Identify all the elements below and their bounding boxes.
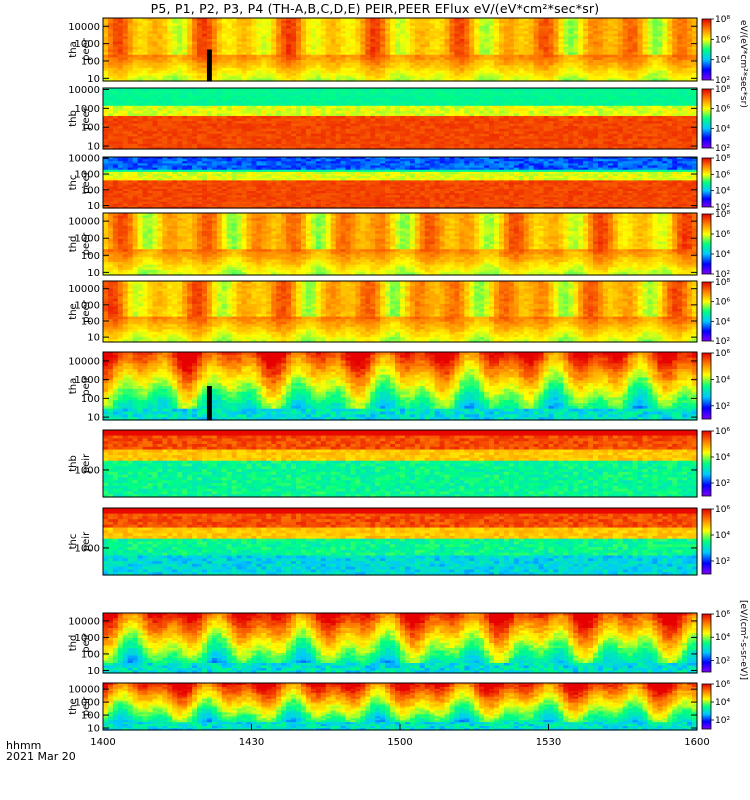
x-tick-label: 1600: [684, 737, 709, 748]
colorbar: [702, 509, 711, 574]
x-tick-label: 1530: [536, 737, 561, 748]
y-axis-label-probe: the: [68, 303, 79, 319]
x-axis-label-date: 2021 Mar 20: [6, 750, 76, 763]
colorbar-tick-label: 10⁸: [715, 210, 730, 220]
colorbar-tick-label: 10⁸: [715, 154, 730, 164]
colorbar: [702, 19, 711, 80]
colorbar-tick-label: 10⁴: [715, 250, 730, 260]
y-tick-label: 10: [87, 201, 100, 212]
colorbar: [702, 214, 711, 274]
y-axis-label-species: peer: [81, 106, 92, 130]
y-axis-label-species: peir: [81, 632, 92, 652]
y-axis-label-probe: thc: [68, 175, 79, 191]
y-tick-label: 10: [87, 723, 100, 734]
y-axis-label-probe: thb: [68, 110, 79, 127]
colorbar-tick-label: 10²: [715, 557, 730, 567]
colorbar-tick-label: 10²: [715, 656, 730, 666]
y-tick-label: 10: [87, 666, 100, 677]
y-axis-label-species: peir: [81, 453, 92, 473]
colorbar-tick-label: 10⁶: [715, 230, 730, 240]
colorbar: [702, 282, 711, 341]
colorbar-tick-label: 10²: [715, 144, 730, 154]
y-axis-label-species: peir: [81, 531, 92, 551]
colorbar-tick-label: 10⁶: [715, 35, 730, 45]
colorbar: [702, 431, 711, 496]
y-tick-label: 10000: [68, 217, 100, 228]
colorbar: [702, 89, 711, 148]
colorbar-tick-label: 10⁶: [715, 170, 730, 180]
colorbar-tick-label: 10⁴: [715, 375, 730, 385]
y-axis-label-probe: thd: [68, 635, 79, 652]
colorbar-tick-label: 10⁶: [715, 680, 730, 690]
colorbar-tick-label: 10⁶: [715, 505, 730, 515]
y-axis-label-probe: thb: [68, 455, 79, 472]
colorbar-tick-label: 10⁴: [715, 187, 730, 197]
colorbar-tick-label: 10⁸: [715, 15, 730, 25]
colorbar-tick-label: 10⁶: [715, 105, 730, 115]
colorbar-tick-label: 10⁴: [715, 317, 730, 327]
y-axis-label-probe: thd: [68, 236, 79, 253]
y-axis-label-probe: the: [68, 698, 79, 714]
colorbar-tick-label: 10⁴: [715, 453, 730, 463]
x-tick-label: 1500: [387, 737, 412, 748]
colorbar-tick-label: 10⁴: [715, 531, 730, 541]
colorbar-tick-label: 10⁶: [715, 349, 730, 359]
colorbar: [702, 158, 711, 207]
colorbar-tick-label: 10⁶: [715, 610, 730, 620]
colorbar-label-ion: [eV/(cm²-s-sr-eV)]: [738, 600, 748, 680]
colorbar-tick-label: 10⁶: [715, 298, 730, 308]
y-tick-label: 10: [87, 413, 100, 424]
x-tick-label: 1430: [239, 737, 264, 748]
y-tick-label: 10: [87, 142, 100, 153]
y-tick-label: 10000: [68, 22, 100, 33]
y-tick-label: 10000: [68, 284, 100, 295]
y-tick-label: 10000: [68, 85, 100, 96]
colorbar-tick-label: 10⁴: [715, 698, 730, 708]
colorbar: [702, 684, 711, 729]
y-tick-label: 10000: [68, 154, 100, 165]
colorbar-tick-label: 10⁸: [715, 278, 730, 288]
colorbar-tick-label: 10⁴: [715, 124, 730, 134]
y-axis-label-species: peer: [81, 299, 92, 323]
colorbar: [702, 614, 711, 672]
y-axis-label-probe: tha: [68, 41, 79, 57]
colorbar-tick-label: 10⁶: [715, 427, 730, 437]
y-tick-label: 10000: [68, 685, 100, 696]
colorbar-tick-label: 10²: [715, 716, 730, 726]
colorbar-tick-label: 10⁴: [715, 56, 730, 66]
y-tick-label: 10: [87, 333, 100, 344]
y-tick-label: 10: [87, 74, 100, 85]
colorbar-tick-label: 10²: [715, 479, 730, 489]
colorbar-tick-label: 10²: [715, 337, 730, 347]
y-tick-label: 10000: [68, 356, 100, 367]
y-axis-label-species: peer: [81, 170, 92, 194]
y-tick-label: 10: [87, 268, 100, 279]
y-axis-label-probe: tha: [68, 378, 79, 394]
colorbar-label-electron: eV/(eV*cm²*sec*sr): [738, 20, 748, 108]
colorbar-tick-label: 10⁴: [715, 633, 730, 643]
y-tick-label: 10000: [68, 616, 100, 627]
y-axis-label-probe: thc: [68, 534, 79, 550]
x-tick-label: 1400: [90, 737, 115, 748]
y-axis-label-species: peir: [81, 375, 92, 395]
colorbar-tick-label: 10²: [715, 402, 730, 412]
colorbar: [702, 353, 711, 419]
y-axis-label-species: peir: [81, 696, 92, 716]
y-axis-label-species: peer: [81, 232, 92, 256]
y-axis-label-species: peer: [81, 37, 92, 61]
colorbar-tick-label: 10⁸: [715, 85, 730, 95]
